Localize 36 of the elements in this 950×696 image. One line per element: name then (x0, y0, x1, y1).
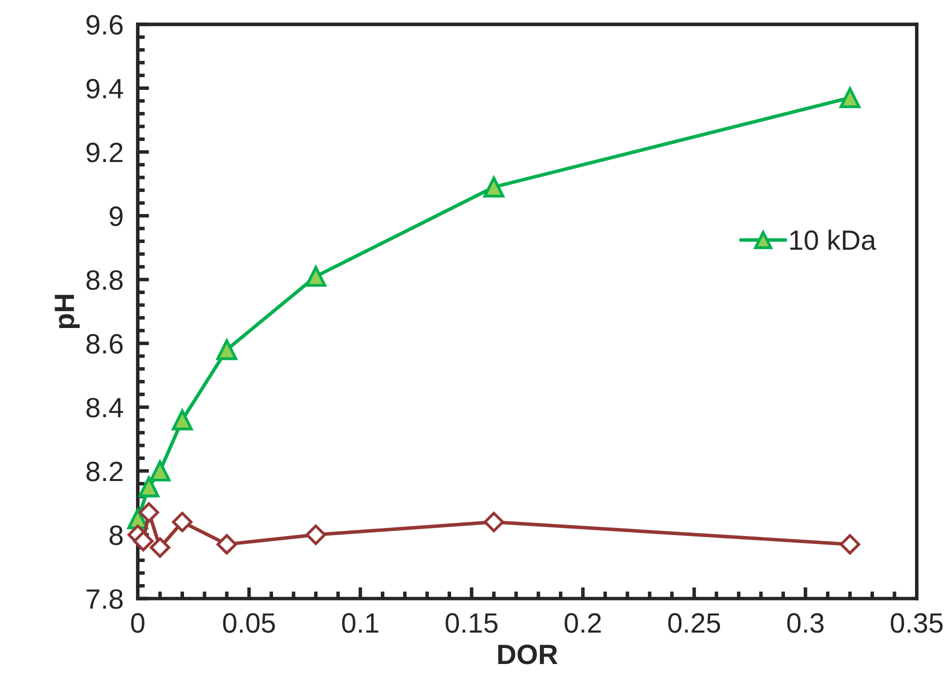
point (172, 410, 193, 430)
y-tick-label: 9.6 (86, 15, 123, 35)
point (172, 512, 192, 532)
x-tick-label: 0.1 (342, 613, 378, 633)
point (150, 460, 170, 482)
x-tick-label: 0.3 (787, 613, 824, 633)
y-tick-label: 9.2 (86, 142, 122, 162)
point (840, 534, 860, 555)
x-tick-label: 0.2 (564, 613, 601, 633)
y-tick-label: 9.4 (86, 78, 124, 98)
x-axis-title: DOR (498, 644, 558, 664)
y-tick-label: 8.8 (86, 270, 123, 290)
point (216, 534, 238, 555)
y-tick-label: 7.8 (86, 589, 123, 609)
point (306, 524, 326, 545)
point (150, 537, 170, 558)
y-tick-label: 8.6 (86, 334, 123, 354)
point (138, 502, 160, 523)
x-tick-label: 0 (131, 613, 144, 633)
point (840, 87, 860, 108)
y-tick-label: 8.2 (86, 462, 122, 482)
x-tick-label: 0.25 (668, 613, 720, 633)
point (138, 476, 160, 498)
y-tick-label: 8.4 (86, 398, 124, 418)
legend-label: 10 kDa (790, 230, 876, 250)
point (483, 176, 504, 198)
y-axis-title: pH (54, 294, 80, 328)
point (133, 530, 154, 552)
point (484, 512, 504, 532)
y-tick-label: 9 (110, 206, 123, 226)
x-tick-label: 0.15 (446, 613, 498, 633)
point (216, 339, 238, 360)
y-tick-label: 8 (110, 525, 123, 546)
point (305, 266, 326, 287)
x-tick-label: 0.35 (890, 613, 943, 633)
x-tick-label: 0.05 (223, 613, 275, 633)
